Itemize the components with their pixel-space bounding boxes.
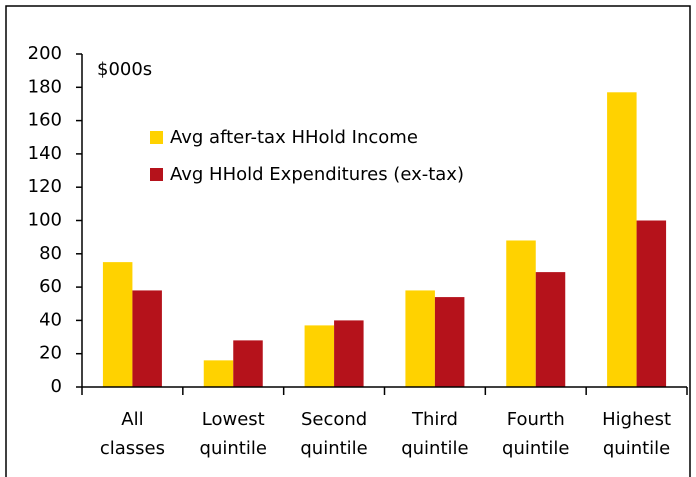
bar [233, 340, 263, 387]
x-tick-label: Second quintile [300, 409, 367, 459]
legend-label: Avg HHold Expenditures (ex-tax) [170, 164, 464, 185]
bar [607, 92, 637, 388]
x-tick-label: Fourth quintile [502, 409, 569, 459]
x-tick-label: Third quintile [401, 409, 468, 459]
y-tick-label: 0 [51, 376, 62, 397]
bar [304, 325, 335, 387]
y-tick-label: 80 [39, 243, 62, 264]
unit-annotation: $000s [97, 59, 152, 80]
bar [405, 290, 435, 387]
legend-swatch [150, 131, 163, 144]
bar [334, 320, 364, 387]
bar [203, 360, 234, 387]
y-tick-label: 180 [28, 76, 62, 97]
bar [636, 220, 667, 387]
bar [535, 272, 566, 387]
y-tick-label: 40 [39, 309, 62, 330]
x-tick-label: Lowest quintile [200, 409, 267, 459]
y-tick-label: 200 [28, 43, 62, 64]
x-tick-label: All classes [100, 409, 165, 459]
x-tick-label: Highest quintile [602, 409, 671, 459]
y-tick-label: 140 [28, 143, 62, 164]
bar [102, 262, 133, 387]
bar [506, 240, 536, 387]
legend-label: Avg after-tax HHold Income [170, 127, 418, 148]
y-tick-label: 20 [39, 343, 62, 364]
legend-swatch [150, 168, 163, 181]
y-tick-label: 100 [28, 210, 62, 231]
bar [434, 297, 465, 387]
y-tick-label: 120 [28, 176, 62, 197]
y-tick-label: 60 [39, 276, 62, 297]
y-tick-label: 160 [28, 110, 62, 131]
chart-border [5, 5, 691, 477]
bar [132, 290, 162, 387]
